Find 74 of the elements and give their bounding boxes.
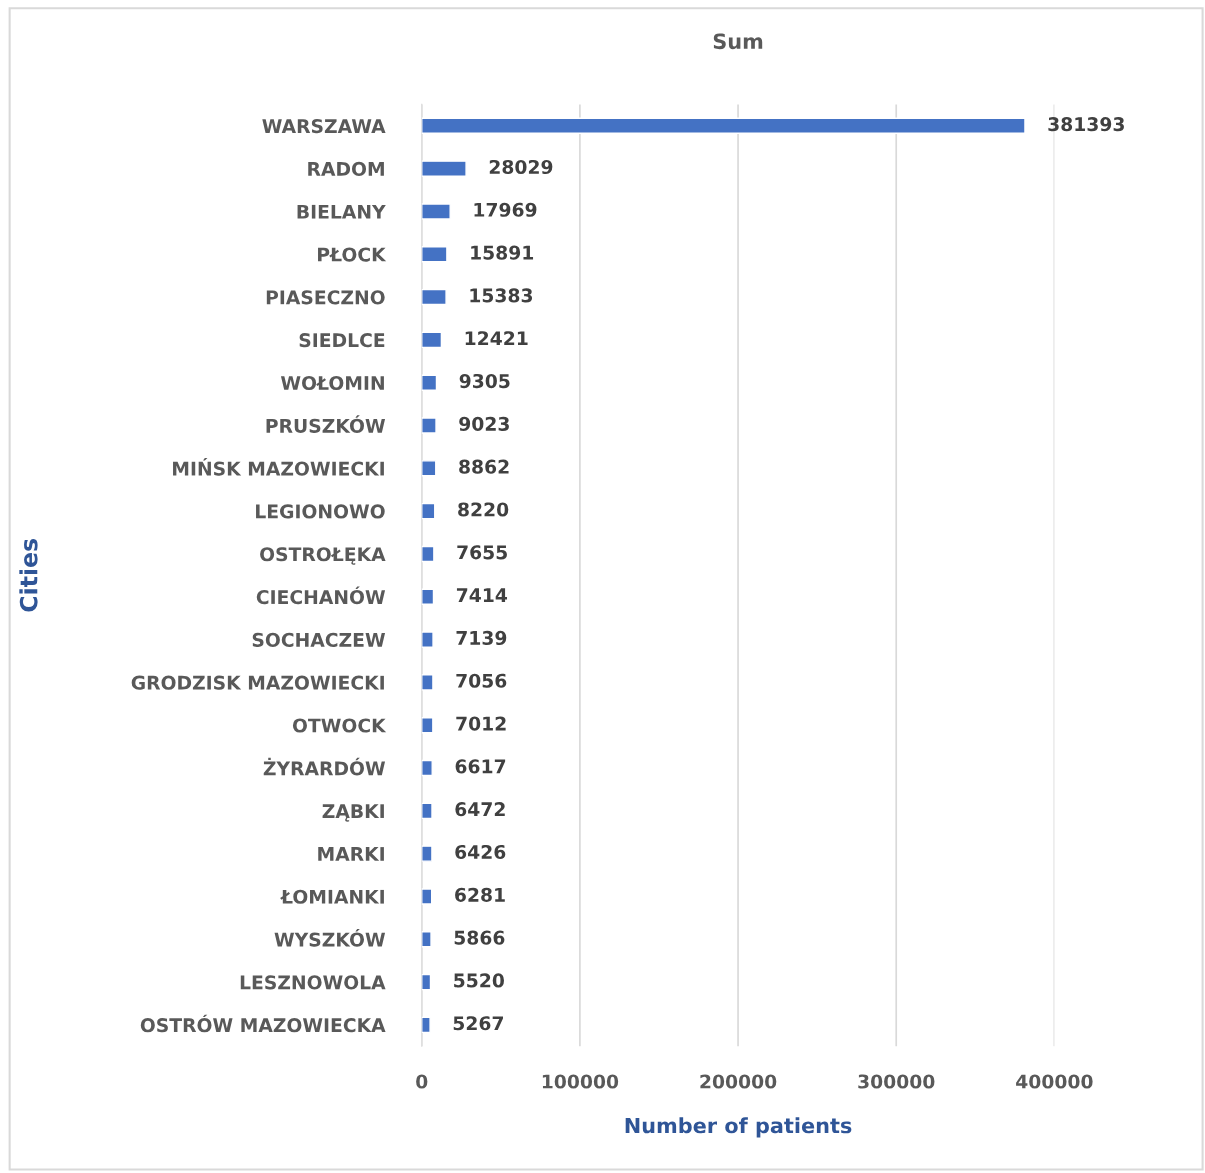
bar bbox=[421, 417, 437, 434]
y-axis-title: Cities bbox=[19, 539, 38, 612]
bar bbox=[421, 674, 434, 691]
bar bbox=[421, 973, 432, 991]
data-label: 7139 bbox=[456, 630, 507, 646]
bar bbox=[421, 888, 433, 905]
y-tick-label: BIELANY bbox=[297, 204, 386, 219]
y-tick-label: ŻYRARDÓW bbox=[263, 757, 386, 776]
data-label: 8220 bbox=[458, 502, 509, 517]
y-tick-label: PIASECZNO bbox=[266, 290, 385, 305]
data-label: 8862 bbox=[459, 459, 509, 474]
data-label: 7414 bbox=[456, 588, 508, 602]
x-tick-label: 400000 bbox=[1016, 1074, 1093, 1089]
x-tick-label: 100000 bbox=[542, 1074, 619, 1089]
x-tick-label: 300000 bbox=[858, 1074, 935, 1089]
y-tick-label: ŁOMIANKI bbox=[280, 889, 384, 904]
data-label: 7012 bbox=[456, 716, 506, 731]
chart-title: Sum bbox=[713, 33, 763, 50]
x-axis-title: Number of patients bbox=[625, 1117, 852, 1138]
bar bbox=[421, 845, 433, 862]
bar bbox=[421, 460, 437, 477]
data-label: 9023 bbox=[459, 416, 509, 431]
y-tick-label: WOŁOMIN bbox=[280, 375, 384, 391]
bar bbox=[421, 802, 433, 820]
data-label: 6617 bbox=[455, 759, 506, 774]
data-label: 5866 bbox=[454, 930, 505, 945]
data-label: 28029 bbox=[489, 159, 553, 175]
y-tick-label: CIECHANÓW bbox=[256, 586, 386, 605]
bar bbox=[421, 588, 435, 605]
y-tick-label: OSTRÓW MAZOWIECKA bbox=[140, 1014, 386, 1033]
data-label: 7655 bbox=[457, 545, 507, 560]
y-tick-label: LESZNOWOLA bbox=[240, 975, 386, 990]
x-tick-label: 0 bbox=[416, 1074, 428, 1089]
bar bbox=[421, 545, 435, 563]
y-tick-label: OTWOCK bbox=[292, 718, 387, 733]
data-label: 6281 bbox=[455, 887, 505, 902]
y-tick-label: SIEDLCE bbox=[299, 333, 385, 348]
y-tick-label: GRODZISK MAZOWIECKI bbox=[131, 675, 384, 690]
bar bbox=[421, 631, 434, 648]
data-label: 15891 bbox=[471, 245, 534, 260]
y-tick-label: LEGIONOWO bbox=[256, 504, 385, 519]
bar bbox=[421, 246, 448, 263]
y-tick-label: WARSZAWA bbox=[262, 119, 386, 134]
y-tick-label: PRUSZKÓW bbox=[266, 415, 386, 433]
bar bbox=[421, 502, 436, 520]
data-label: 12421 bbox=[465, 331, 528, 346]
data-label: 15383 bbox=[470, 288, 533, 303]
y-tick-label: SOCHACZEW bbox=[252, 632, 386, 647]
y-tick-label: RADOM bbox=[308, 161, 384, 177]
bar bbox=[421, 331, 443, 349]
bar bbox=[421, 717, 434, 734]
y-tick-label: PŁOCK bbox=[318, 247, 387, 262]
bar bbox=[421, 288, 447, 306]
data-label: 5267 bbox=[453, 1016, 503, 1031]
y-tick-label: OSTROŁĘKA bbox=[260, 547, 386, 565]
y-tick-label: ZĄBKI bbox=[322, 804, 384, 822]
y-tick-label: MARKI bbox=[318, 847, 384, 861]
y-tick-label: WYSZKÓW bbox=[274, 929, 386, 947]
bar bbox=[421, 1016, 431, 1034]
bar bbox=[421, 374, 438, 391]
bar bbox=[421, 931, 432, 948]
bar bbox=[421, 759, 433, 777]
data-label: 7056 bbox=[456, 673, 507, 688]
bar bbox=[421, 203, 451, 220]
data-label: 5520 bbox=[454, 973, 504, 988]
x-tick-label: 200000 bbox=[700, 1074, 777, 1089]
data-label: 6426 bbox=[455, 844, 506, 860]
data-label: 6472 bbox=[455, 802, 505, 817]
data-label: 17969 bbox=[474, 202, 537, 217]
bar bbox=[421, 117, 1026, 134]
bar bbox=[421, 160, 467, 177]
data-label: 381393 bbox=[1048, 117, 1124, 132]
data-label: 9305 bbox=[459, 373, 510, 389]
y-tick-label: MIŃSK MAZOWIECKI bbox=[173, 458, 384, 476]
